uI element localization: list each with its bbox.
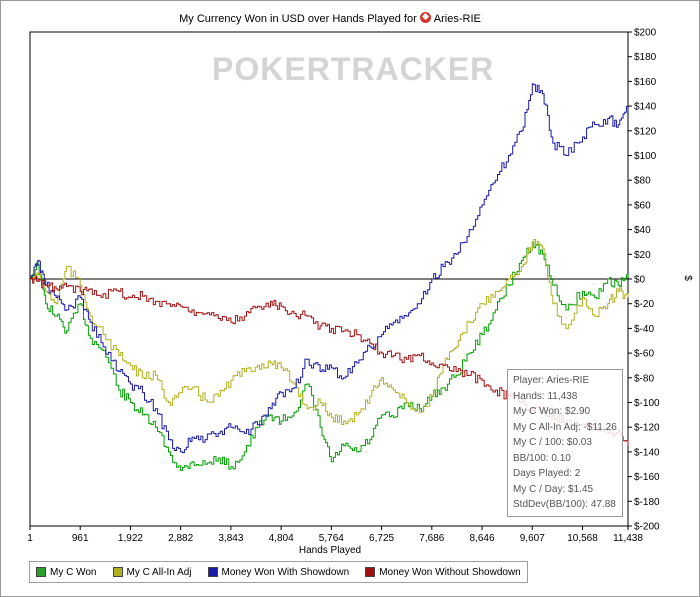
x-tick-label: 5,764 (319, 533, 344, 544)
pokerstars-logo-icon (419, 12, 431, 23)
legend-label: Money Won With Showdown (221, 566, 350, 578)
legend-label: My C All-In Adj (126, 566, 192, 578)
x-tick-label: 3,843 (218, 533, 243, 544)
y-tick-label: $180 (634, 52, 657, 63)
y-tick-label: $140 (634, 102, 657, 113)
stat-line: BB/100: 0.10 (513, 452, 571, 464)
legend-item: My C All-In Adj (112, 566, 192, 578)
player-stats-box: Player: Aries-RIE Hands: 11,438 My C Won: … (507, 369, 623, 517)
y-tick-label: $200 (634, 28, 657, 39)
y-tick-label: $100 (634, 151, 657, 162)
x-axis-ticks: 1 961 1,922 2,882 3,843 4,804 5,764 6,725 7,686 8… (27, 526, 643, 544)
y-tick-label: $-120 (634, 423, 660, 434)
x-tick-label: 2,882 (168, 533, 193, 544)
legend-swatch (207, 567, 218, 577)
x-tick-label: 1,922 (118, 533, 143, 544)
y-tick-label: $-180 (634, 497, 660, 508)
stat-line: My C All-In Adj: -$11.26 (513, 421, 617, 433)
stat-line: Days Played: 2 (513, 468, 581, 479)
series-line-3 (30, 83, 629, 454)
watermark: POKERTRACKER (212, 51, 494, 87)
stat-line: My C / Day: $1.45 (513, 483, 594, 495)
y-tick-label: $-160 (634, 472, 660, 483)
legend-swatch (36, 567, 46, 577)
y-tick-label: $20 (634, 250, 651, 261)
y-axis-label: $ (682, 275, 693, 281)
y-tick-label: $-200 (634, 522, 660, 533)
y-tick-label: $120 (634, 126, 657, 137)
y-axis-ticks: $200 $180 $160 $140 $120 $100 $80 $60 $40 $20 $0 $-… (628, 28, 660, 533)
stat-line: StdDev(BB/100): 47.88 (513, 499, 616, 510)
legend-item: Money Won Without Showdown (365, 567, 521, 578)
y-tick-label: $-80 (634, 373, 654, 384)
stat-line: Player: Aries-RIE (513, 375, 590, 386)
x-tick-label: 11,438 (613, 533, 643, 544)
x-tick-label: 7,686 (419, 533, 444, 544)
y-tick-label: $160 (634, 77, 657, 88)
chart-title: My Currency Won in USD over Hands Played… (0, 12, 660, 25)
y-tick-label: $-20 (634, 299, 654, 310)
legend-label: Money Won Without Showdown (379, 566, 521, 578)
y-tick-label: $0 (634, 275, 646, 286)
stat-line: Hands: 11,438 (513, 390, 578, 402)
stat-line: My C Won: $2.90 (513, 406, 591, 417)
legend-swatch (365, 567, 376, 577)
stat-line: My C / 100: $0.03 (513, 437, 592, 448)
x-tick-label: 9,607 (520, 533, 545, 544)
y-tick-label: $40 (634, 225, 651, 236)
series-line-1 (30, 241, 629, 471)
legend: My C Won My C All-In Adj Money Won With Sh… (29, 561, 528, 583)
x-tick-label: 961 (72, 533, 89, 544)
x-tick-label: 10,568 (567, 533, 598, 544)
y-tick-label: $-140 (634, 447, 660, 458)
player-name: Aries-RIE (433, 13, 481, 25)
x-tick-label: 6,725 (369, 533, 394, 544)
y-tick-label: $-100 (634, 398, 660, 409)
legend-swatch (112, 567, 123, 577)
legend-label: My C Won (50, 566, 97, 578)
series-line-2 (30, 239, 629, 426)
x-axis-label: Hands Played (299, 545, 361, 556)
x-tick-label: 1 (27, 533, 33, 544)
legend-item: Money Won With Showdown (207, 566, 350, 578)
y-tick-label: $-60 (634, 349, 654, 360)
y-tick-label: $60 (634, 200, 651, 211)
x-tick-label: 4,804 (269, 533, 294, 544)
series-lines (30, 83, 629, 471)
y-tick-label: $-40 (634, 324, 654, 335)
legend-item: My C Won (36, 567, 97, 578)
x-tick-label: 8,646 (470, 533, 495, 544)
title-text: My Currency Won in USD over Hands Played… (179, 13, 417, 25)
y-tick-label: $80 (634, 176, 651, 187)
